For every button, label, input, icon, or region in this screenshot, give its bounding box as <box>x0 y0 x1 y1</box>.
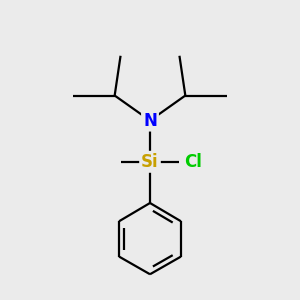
Text: Cl: Cl <box>184 153 202 171</box>
Text: N: N <box>143 112 157 130</box>
Text: Si: Si <box>141 153 159 171</box>
